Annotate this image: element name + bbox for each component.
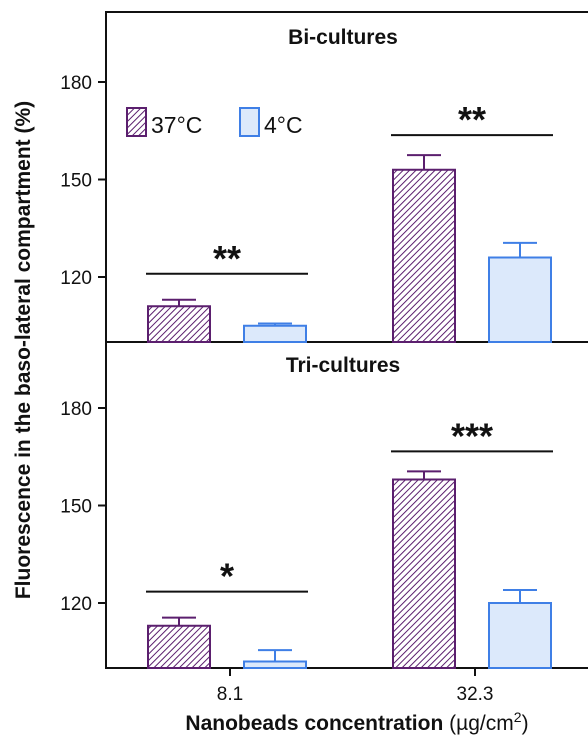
x-axis-label-unit: (µg/cm bbox=[449, 712, 514, 735]
legend: 37°C 4°C bbox=[126, 107, 303, 138]
bar-bi-4c-32-3 bbox=[488, 256, 552, 343]
bar-bi-37c-8-1 bbox=[147, 305, 211, 343]
x-axis-label-unit-close: ) bbox=[522, 712, 529, 735]
bar-bi-4c-8-1 bbox=[243, 324, 307, 343]
y-tick-label-bottom-150: 150 bbox=[60, 497, 92, 518]
significance-label-bi-8-1: ** bbox=[213, 238, 241, 279]
legend-swatch-37c bbox=[126, 107, 147, 137]
panel-title-tri-cultures: Tri-cultures bbox=[286, 354, 400, 377]
significance-label-tri-8-1: * bbox=[220, 556, 234, 597]
panel-title-bi-cultures: Bi-cultures bbox=[288, 26, 398, 49]
bar-tri-4c-32-3 bbox=[488, 602, 552, 669]
y-tick-label-top-120: 120 bbox=[60, 268, 92, 289]
legend-label-37c: 37°C bbox=[151, 112, 202, 138]
significance-label-tri-32-3: *** bbox=[451, 415, 493, 456]
bar-bi-37c-32-3 bbox=[392, 168, 456, 343]
y-tick-label-top-180: 180 bbox=[60, 73, 92, 94]
x-axis-label-main: Nanobeads concentration bbox=[185, 712, 443, 735]
legend-swatch-4c bbox=[239, 107, 260, 137]
x-tick-label-32-3: 32.3 bbox=[457, 684, 494, 705]
x-axis-label: Nanobeads concentration (µg/cm2) bbox=[185, 709, 528, 735]
x-tick-label-8-1: 8.1 bbox=[217, 684, 243, 705]
y-tick-label-bottom-120: 120 bbox=[60, 594, 92, 615]
x-axis-label-unit-sup: 2 bbox=[514, 709, 522, 725]
bar-tri-4c-8-1 bbox=[243, 660, 307, 669]
y-tick-label-bottom-180: 180 bbox=[60, 399, 92, 420]
y-tick-label-top-150: 150 bbox=[60, 171, 92, 192]
y-axis-label: Fluorescence in the baso-lateral compart… bbox=[12, 101, 35, 599]
legend-label-4c: 4°C bbox=[264, 112, 303, 138]
bar-tri-37c-8-1 bbox=[147, 624, 211, 669]
bar-tri-37c-32-3 bbox=[392, 478, 456, 669]
significance-label-bi-32-3: ** bbox=[458, 99, 486, 140]
